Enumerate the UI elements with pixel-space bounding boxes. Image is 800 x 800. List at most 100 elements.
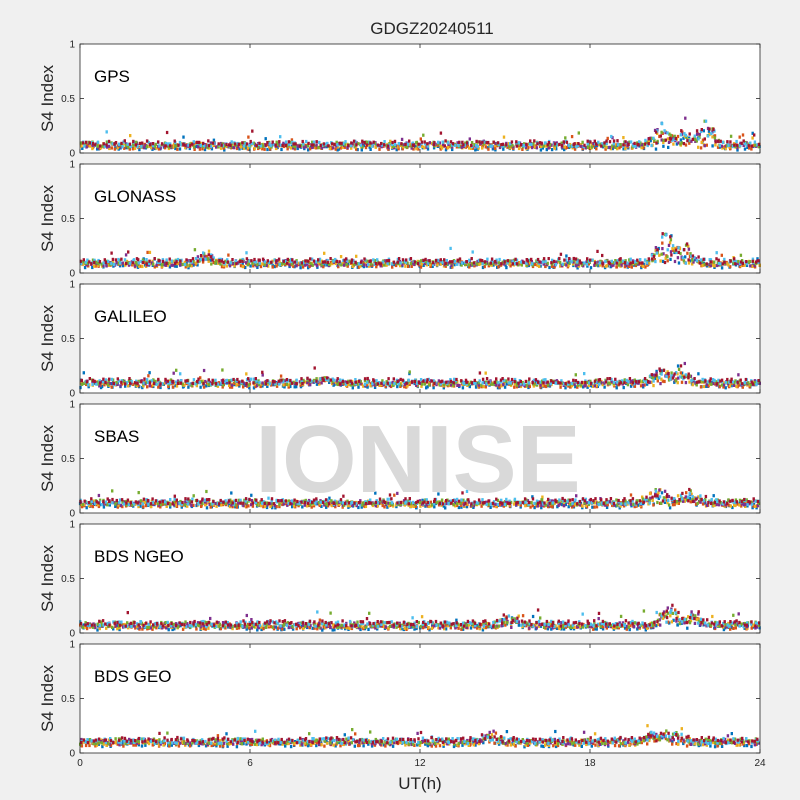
data-point	[559, 264, 562, 268]
data-point	[401, 147, 404, 151]
data-point	[581, 504, 584, 508]
data-point	[403, 503, 406, 507]
data-point	[196, 259, 199, 263]
data-point	[338, 378, 342, 382]
data-point	[511, 260, 514, 264]
data-point	[252, 381, 255, 385]
data-point	[256, 502, 259, 507]
data-point	[378, 381, 381, 385]
data-point	[439, 258, 442, 262]
data-point	[441, 140, 444, 144]
data-point	[346, 504, 350, 508]
data-point	[288, 263, 291, 267]
data-point	[707, 384, 710, 388]
data-point	[482, 385, 485, 389]
data-point	[110, 146, 114, 150]
data-point	[689, 500, 692, 504]
data-point	[490, 382, 493, 386]
data-point	[291, 140, 294, 144]
data-point	[210, 262, 213, 266]
data-point	[640, 143, 644, 147]
data-point	[456, 502, 459, 506]
data-point	[274, 382, 277, 386]
data-point	[658, 253, 661, 257]
data-point	[663, 260, 667, 265]
data-point	[697, 145, 700, 149]
data-point	[137, 505, 140, 509]
data-point	[266, 384, 269, 388]
data-point	[265, 261, 269, 265]
data-point	[669, 133, 672, 137]
data-point	[282, 259, 285, 263]
data-point	[124, 382, 127, 386]
data-point	[123, 258, 127, 262]
data-point	[103, 144, 106, 149]
data-point	[589, 379, 592, 383]
data-point	[405, 381, 408, 385]
data-point	[654, 492, 657, 496]
data-point	[123, 146, 126, 150]
data-point	[263, 504, 267, 508]
data-point	[190, 263, 193, 268]
data-point	[503, 262, 506, 266]
data-point	[99, 381, 102, 385]
data-point	[254, 144, 257, 148]
data-point	[235, 146, 239, 151]
data-point	[415, 145, 418, 149]
data-point	[306, 381, 309, 385]
data-point	[263, 262, 267, 267]
data-point	[363, 141, 366, 145]
data-point	[473, 378, 476, 382]
data-point	[563, 258, 566, 262]
data-point	[315, 377, 318, 381]
data-point	[532, 384, 536, 388]
data-point	[716, 145, 720, 149]
data-point	[573, 382, 576, 386]
data-point	[538, 141, 542, 145]
data-point	[536, 142, 539, 146]
data-point	[238, 147, 241, 151]
data-point	[153, 501, 157, 505]
data-point	[510, 377, 514, 382]
data-point	[568, 142, 572, 147]
data-point	[192, 263, 195, 267]
data-point	[717, 261, 721, 265]
data-point	[374, 504, 377, 508]
y-tick-label: 0.5	[61, 214, 75, 225]
data-point	[124, 253, 128, 257]
data-point	[178, 380, 181, 384]
data-point	[205, 145, 208, 149]
data-point	[559, 252, 563, 256]
data-point	[403, 383, 407, 387]
data-point	[745, 262, 749, 266]
data-point	[98, 379, 101, 383]
data-point	[577, 262, 580, 267]
data-point	[474, 148, 477, 152]
data-point	[386, 259, 389, 263]
data-point	[533, 139, 536, 143]
data-point	[380, 262, 383, 266]
data-point	[275, 505, 278, 509]
data-point	[640, 266, 643, 270]
data-point	[668, 132, 671, 136]
data-point	[352, 139, 356, 143]
data-point	[254, 384, 257, 389]
data-point	[301, 382, 304, 386]
data-point	[501, 142, 505, 146]
data-point	[538, 264, 541, 268]
data-point	[254, 377, 257, 381]
data-point	[99, 144, 102, 148]
data-point	[279, 143, 283, 147]
data-point	[492, 140, 495, 144]
data-point	[228, 383, 231, 387]
data-point	[448, 501, 452, 506]
data-point	[131, 147, 135, 151]
data-point	[410, 502, 413, 506]
data-point	[437, 140, 440, 144]
panel-label: GALILEO	[94, 307, 167, 326]
data-point	[720, 253, 723, 257]
data-point	[97, 504, 101, 509]
data-point	[209, 505, 212, 509]
data-point	[436, 261, 440, 265]
data-point	[525, 503, 528, 507]
